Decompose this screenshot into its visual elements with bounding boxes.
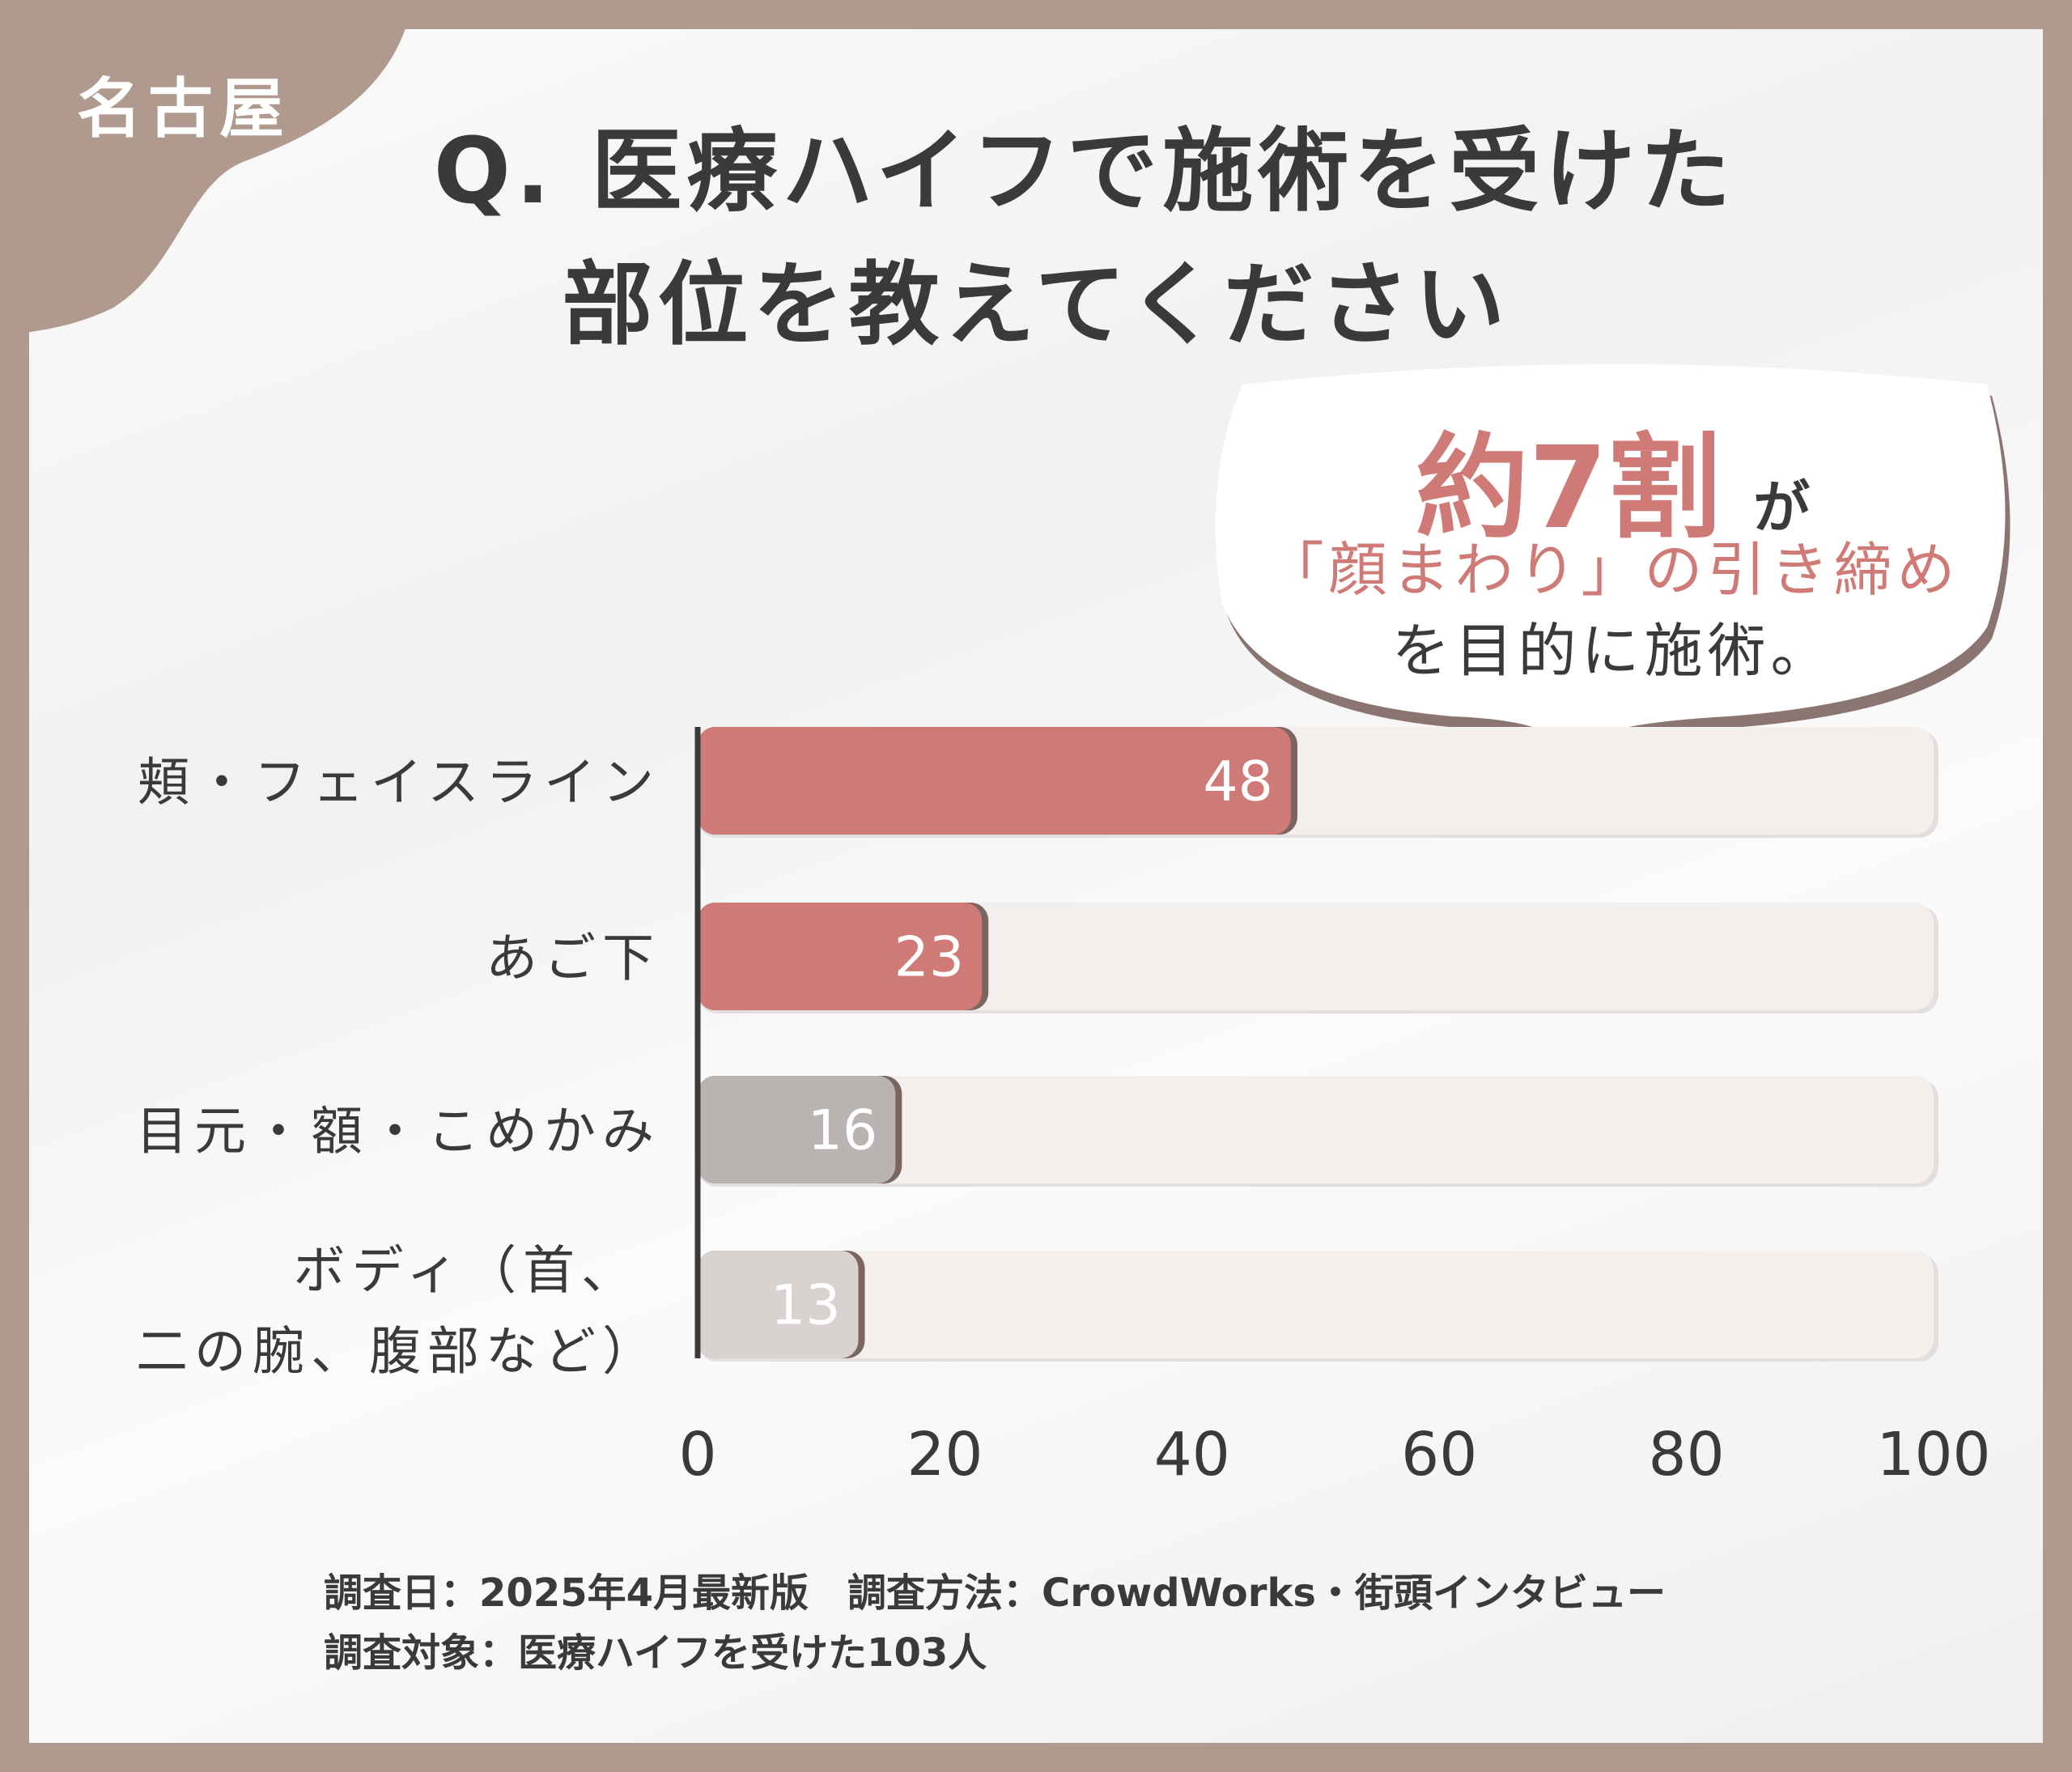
bar (698, 1251, 859, 1358)
bar-value-label: 13 (771, 1274, 841, 1338)
bar (698, 1076, 896, 1183)
callout-line-3: を目的に施術。 (1391, 617, 1834, 685)
callout-headline: 約7割が (1214, 397, 2011, 560)
title-line-1: Q. 医療ハイフで施術を受けた (433, 119, 1736, 224)
category-label: あご下 (486, 929, 660, 989)
footer-line-1: 調査日：2025年4月最新版 調査方法：CrowdWorks・街頭インタビュー (324, 1570, 1666, 1616)
category-label: ボディ（首、 (293, 1242, 639, 1302)
category-label: 二の腕、腹部など） (136, 1323, 660, 1383)
x-tick-label: 60 (1401, 1420, 1477, 1489)
callout-particle: が (1753, 474, 1811, 541)
bar-track (698, 1251, 1934, 1358)
bar-track (698, 1076, 1934, 1183)
bar (698, 727, 1291, 835)
area-badge: 名古屋 (77, 71, 291, 147)
page-title: Q. 医療ハイフで施術を受けた 部位を教えてください (0, 105, 2072, 372)
x-tick-label: 100 (1876, 1420, 1990, 1489)
title-line-2: 部位を教えてください (562, 253, 1510, 358)
x-tick-label: 80 (1649, 1420, 1725, 1489)
speech-bubble (1215, 364, 2010, 757)
bar-value-label: 16 (808, 1099, 878, 1163)
callout-highlight: 約7割 (1415, 423, 1722, 555)
bar-value-label: 23 (894, 926, 965, 990)
callout-line-2: 「顔まわり」の引き締め (1265, 536, 1960, 604)
x-tick-label: 0 (678, 1420, 716, 1489)
card-background (29, 29, 2043, 1743)
x-tick-label: 20 (906, 1420, 983, 1489)
category-label: 目元・額・こめかみ (136, 1103, 660, 1162)
category-label: 頬・フェイスライン (138, 754, 660, 814)
bar-track (698, 903, 1934, 1010)
corner-tab (0, 0, 413, 336)
footer-line-2: 調査対象：医療ハイフを受けた103人 (324, 1630, 987, 1676)
bar-value-label: 48 (1203, 750, 1273, 814)
bar (698, 903, 983, 1010)
x-tick-label: 40 (1154, 1420, 1230, 1489)
